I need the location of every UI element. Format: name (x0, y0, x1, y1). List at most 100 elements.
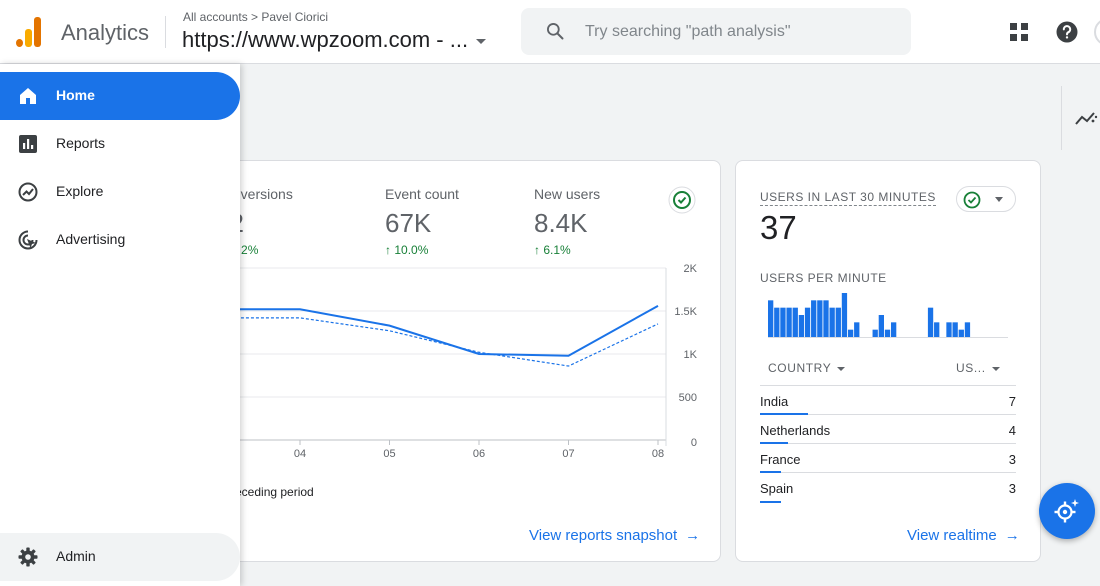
metric-value: 8.4K (534, 208, 588, 238)
header-divider (165, 16, 166, 48)
country-column-header[interactable]: COUNTRY (768, 361, 846, 375)
arrow-right-icon: → (685, 527, 701, 544)
minute-bar[interactable] (964, 322, 971, 337)
metric-event-count[interactable]: Event count 67K ↑ 10.0% (385, 186, 459, 257)
minute-bar[interactable] (774, 307, 780, 337)
sidebar-item-label: Reports (56, 135, 106, 151)
users-last-30-min-label[interactable]: USERS IN LAST 30 MINUTES (760, 190, 936, 206)
minute-bar[interactable] (780, 307, 786, 337)
minute-bar[interactable] (958, 329, 964, 337)
arrow-up-icon: ↑ (385, 243, 395, 257)
sidebar-nav: Home Reports Explore Advertising Admin (0, 64, 240, 586)
y-tick-label: 1K (684, 349, 698, 361)
country-cell: India (760, 394, 789, 409)
arrow-right-icon: → (1004, 527, 1020, 544)
minute-bar[interactable] (829, 307, 835, 337)
search-input[interactable] (583, 8, 903, 55)
minute-bar[interactable] (841, 293, 848, 337)
minute-bar[interactable] (823, 300, 829, 337)
country-cell: France (760, 452, 801, 467)
metric-label: New users (534, 186, 601, 202)
minute-bar[interactable] (891, 322, 897, 337)
minute-bar[interactable] (792, 307, 798, 337)
search-icon (547, 23, 564, 40)
minute-bar[interactable] (927, 307, 934, 337)
view-reports-snapshot-link[interactable]: View reports snapshot → (529, 527, 701, 544)
x-tick-label: 05 (383, 448, 395, 460)
metric-label: Event count (385, 186, 459, 202)
users-column-header[interactable]: US... (956, 361, 1000, 375)
metric-new-users[interactable]: New users 8.4K ↑ 6.1% (534, 186, 600, 257)
realtime-status-chip[interactable] (956, 186, 1016, 212)
help-icon[interactable] (1056, 21, 1078, 43)
row-bar (760, 442, 788, 444)
minute-bar[interactable] (946, 322, 952, 337)
users-cell: 3 (1008, 481, 1016, 496)
minute-bar[interactable] (804, 307, 811, 337)
sidebar-item-reports[interactable]: Reports (0, 120, 240, 168)
sidebar-item-advertising[interactable]: Advertising (0, 216, 240, 264)
minute-bar[interactable] (854, 322, 860, 337)
check-circle-icon (963, 191, 981, 209)
country-cell: Netherlands (760, 423, 831, 438)
minute-bar[interactable] (884, 329, 891, 337)
country-cell: Spain (760, 481, 794, 496)
sidebar-item-label: Home (56, 87, 95, 103)
series-line-preceding-period (131, 317, 659, 367)
sidebar-item-explore[interactable]: Explore (0, 168, 240, 216)
property-selector[interactable]: https://www.wpzoom.com - ... (182, 27, 487, 53)
gear-sparkle-icon (1054, 499, 1079, 523)
minute-bar[interactable] (835, 307, 841, 337)
gear-icon (18, 547, 38, 567)
minute-bar[interactable] (768, 300, 774, 337)
arrow-up-icon: ↑ (534, 243, 544, 257)
minute-bar[interactable] (817, 300, 823, 337)
minute-bar[interactable] (872, 329, 878, 337)
apps-grid-icon[interactable] (1009, 22, 1029, 42)
sidebar-item-home[interactable]: Home (0, 72, 240, 120)
sidebar-item-admin[interactable]: Admin (0, 533, 240, 581)
account-breadcrumb[interactable]: All accounts > Pavel Ciorici (183, 10, 329, 24)
minute-bar[interactable] (811, 300, 817, 337)
search-box[interactable] (521, 8, 911, 55)
y-tick-label: 0 (691, 437, 697, 449)
top-bar: Analytics All accounts > Pavel Ciorici h… (0, 0, 1100, 64)
table-row-france[interactable]: France 3 (760, 444, 1016, 473)
table-row-india[interactable]: India 7 (760, 386, 1016, 415)
minute-bar[interactable] (798, 315, 805, 337)
users-per-minute-chart (768, 293, 1008, 338)
users-cell: 4 (1008, 423, 1016, 438)
minute-bar[interactable] (786, 307, 792, 337)
analytics-logo-icon[interactable] (16, 17, 42, 47)
sidebar-item-label: Explore (56, 183, 104, 199)
legend-preceding-period: Preceding period (223, 485, 314, 499)
users-cell: 7 (1008, 394, 1016, 409)
account-avatar[interactable] (1094, 18, 1100, 46)
insights-fab[interactable] (1039, 483, 1095, 539)
minute-bar[interactable] (952, 322, 958, 337)
row-bar (760, 413, 808, 415)
row-bar (760, 471, 781, 473)
table-row-spain[interactable]: Spain 3 (760, 473, 1016, 503)
realtime-card: USERS IN LAST 30 MINUTES 3 7 USERS PER MI… (735, 160, 1041, 562)
minute-bar[interactable] (934, 322, 940, 337)
metric-delta: ↑ 10.0% (385, 243, 429, 257)
minute-bar[interactable] (847, 329, 854, 337)
app-name[interactable]: Analytics (61, 20, 150, 45)
metric-delta: ↑ 6.1% (534, 243, 571, 257)
y-tick-label: 2K (684, 263, 698, 275)
home-icon (20, 88, 36, 104)
table-row-netherlands[interactable]: Netherlands 4 (760, 415, 1016, 444)
sort-caret-icon (837, 366, 846, 371)
sort-caret-icon (991, 366, 1000, 371)
minute-bar[interactable] (878, 315, 884, 337)
x-tick-label: 04 (294, 448, 306, 460)
x-tick-label: 08 (652, 448, 664, 460)
sidebar-item-label: Admin (56, 548, 96, 564)
users-per-minute-label: USERS PER MINUTE (760, 271, 887, 285)
view-realtime-link[interactable]: View realtime → (907, 527, 1020, 544)
y-tick-label: 1.5K (674, 306, 697, 318)
check-circle-icon[interactable] (668, 186, 696, 214)
metric-value: 67K (385, 208, 432, 238)
insights-icon[interactable] (1074, 108, 1098, 128)
